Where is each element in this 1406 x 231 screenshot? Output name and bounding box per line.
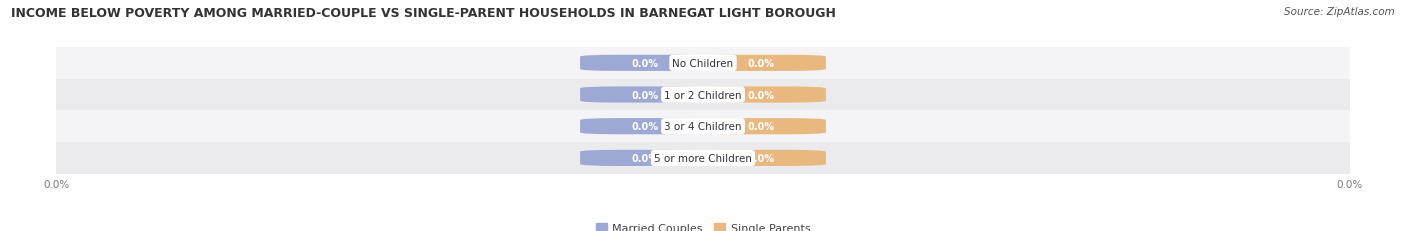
Text: Source: ZipAtlas.com: Source: ZipAtlas.com: [1284, 7, 1395, 17]
Text: 0.0%: 0.0%: [631, 122, 658, 132]
Text: 0.0%: 0.0%: [748, 59, 775, 69]
Text: 1 or 2 Children: 1 or 2 Children: [664, 90, 742, 100]
FancyBboxPatch shape: [696, 87, 825, 103]
Text: 0.0%: 0.0%: [748, 153, 775, 163]
FancyBboxPatch shape: [696, 119, 825, 135]
Bar: [56, 79, 1350, 111]
Text: 0.0%: 0.0%: [748, 122, 775, 132]
Text: 3 or 4 Children: 3 or 4 Children: [664, 122, 742, 132]
Legend: Married Couples, Single Parents: Married Couples, Single Parents: [592, 218, 814, 231]
Text: 0.0%: 0.0%: [631, 59, 658, 69]
Bar: [56, 111, 1350, 143]
Text: 0.0%: 0.0%: [631, 90, 658, 100]
FancyBboxPatch shape: [581, 55, 710, 72]
Text: No Children: No Children: [672, 59, 734, 69]
Text: 0.0%: 0.0%: [748, 90, 775, 100]
FancyBboxPatch shape: [581, 87, 710, 103]
Text: 5 or more Children: 5 or more Children: [654, 153, 752, 163]
FancyBboxPatch shape: [581, 150, 710, 166]
Text: 0.0%: 0.0%: [631, 153, 658, 163]
FancyBboxPatch shape: [696, 55, 825, 72]
Text: INCOME BELOW POVERTY AMONG MARRIED-COUPLE VS SINGLE-PARENT HOUSEHOLDS IN BARNEGA: INCOME BELOW POVERTY AMONG MARRIED-COUPL…: [11, 7, 837, 20]
Bar: [56, 143, 1350, 174]
FancyBboxPatch shape: [696, 150, 825, 166]
FancyBboxPatch shape: [581, 119, 710, 135]
Bar: [56, 48, 1350, 79]
